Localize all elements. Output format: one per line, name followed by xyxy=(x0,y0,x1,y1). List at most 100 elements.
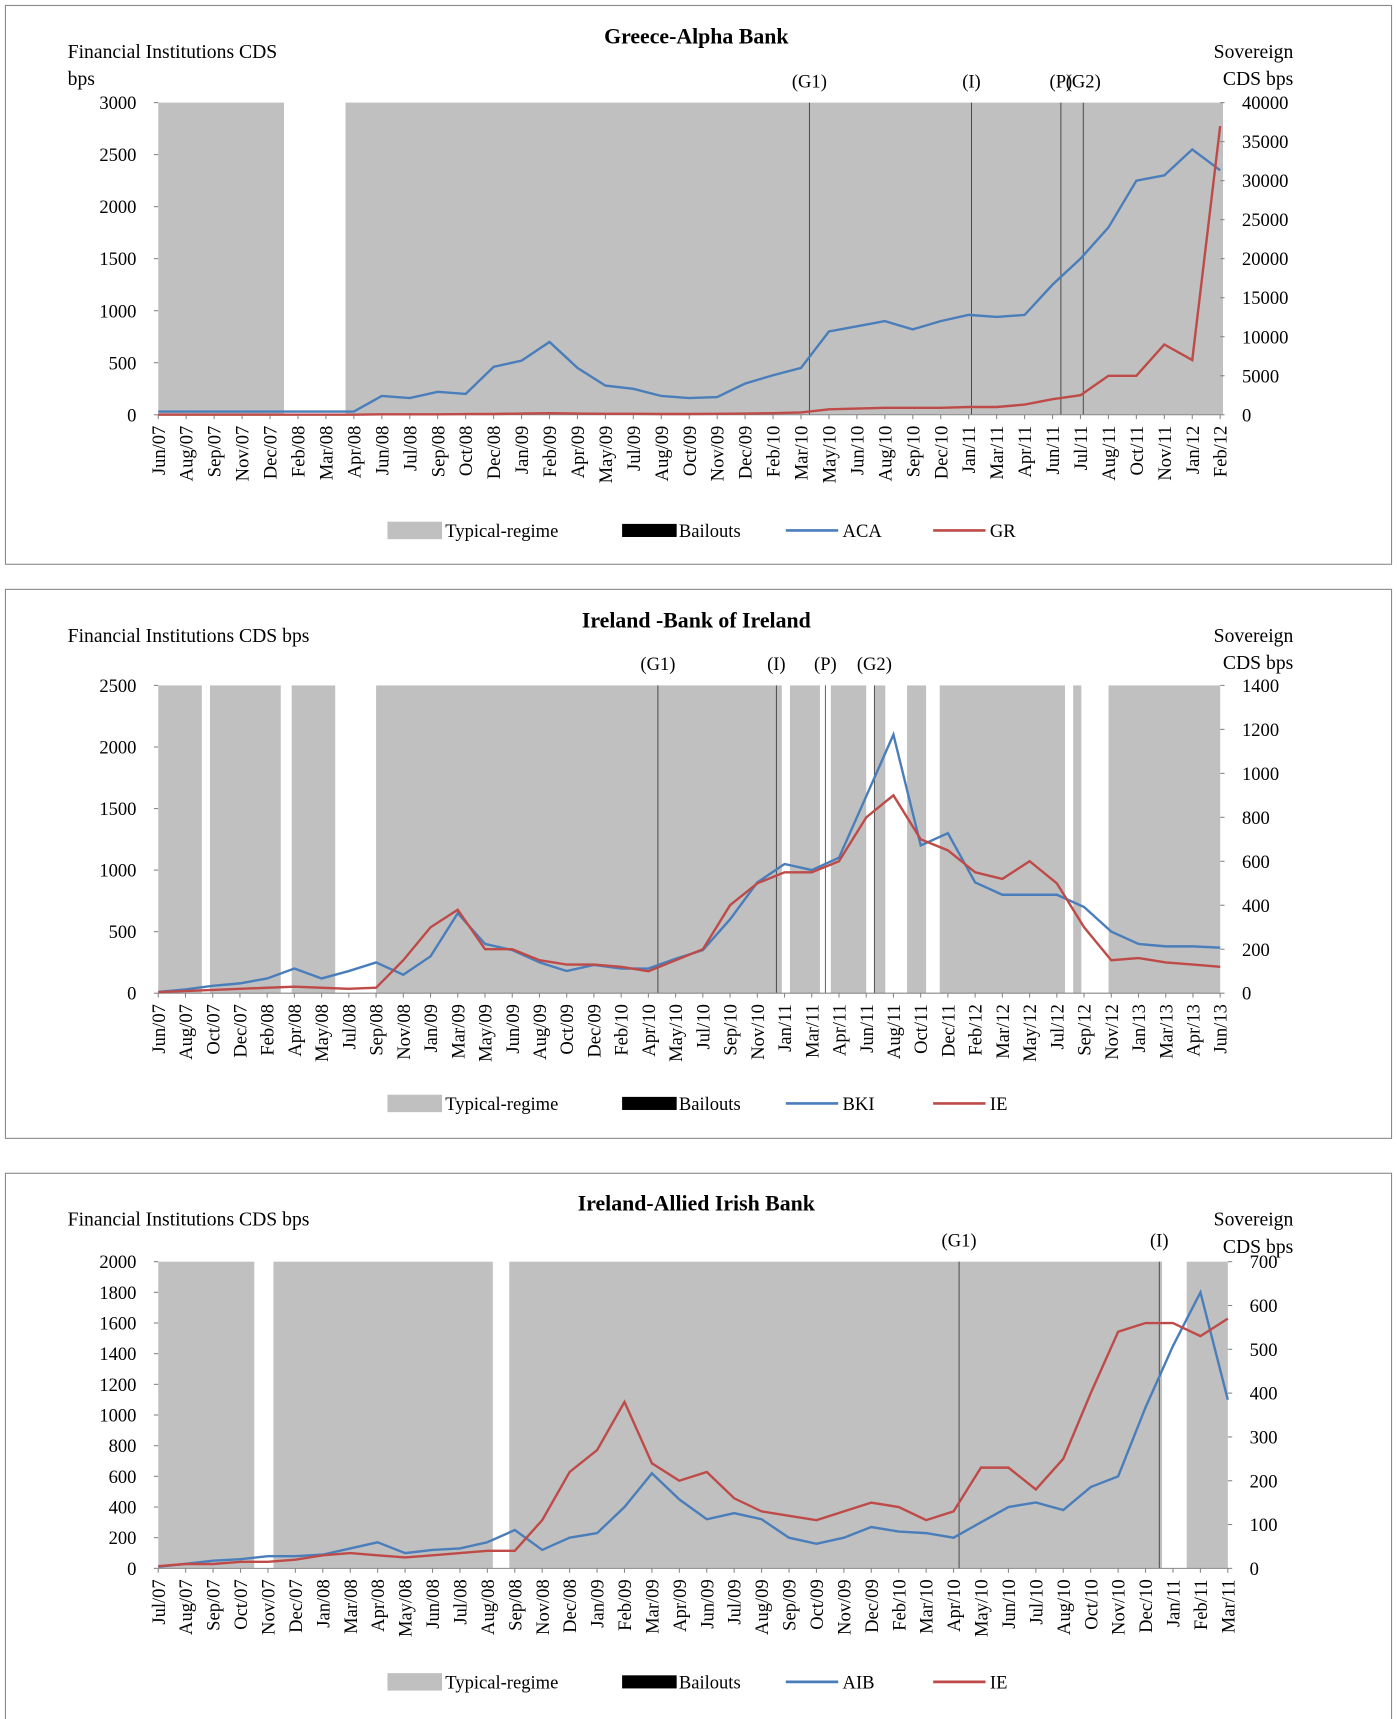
x-tick-label: Jul/08 xyxy=(450,1579,471,1624)
y2-tick-label: 100 xyxy=(1250,1515,1278,1536)
x-tick-label: May/10 xyxy=(972,1579,993,1637)
x-tick-label: Sep/09 xyxy=(780,1579,801,1631)
panel-frame xyxy=(4,4,1393,565)
y2-tick-label: 15000 xyxy=(1242,288,1288,309)
y2-tick-label: 10000 xyxy=(1242,327,1288,348)
y2-tick-label: 1400 xyxy=(1242,676,1279,697)
x-tick-label: Dec/09 xyxy=(584,1004,605,1058)
x-tick-label: Jun/09 xyxy=(503,1004,524,1053)
x-tick-label: Feb/12 xyxy=(966,1004,987,1056)
x-tick-label: Sep/08 xyxy=(367,1004,388,1056)
x-tick-label: Jun/10 xyxy=(847,426,868,475)
regime-span xyxy=(789,685,820,994)
chart-title: Greece-Alpha Bank xyxy=(604,25,789,49)
event-label: (P) xyxy=(1050,71,1073,92)
regime-span xyxy=(345,102,1223,415)
y2-tick-label: 35000 xyxy=(1242,132,1288,153)
x-tick-label: Apr/08 xyxy=(344,426,365,479)
y2-tick-label: 0 xyxy=(1250,1559,1259,1580)
y2-tick-label: 1200 xyxy=(1242,720,1279,741)
x-tick-label: Feb/10 xyxy=(889,1579,910,1631)
x-tick-label: Mar/08 xyxy=(341,1579,362,1634)
x-tick-label: May/09 xyxy=(596,426,617,484)
y-tick-label: 2000 xyxy=(99,1252,136,1273)
y2-tick-label: 600 xyxy=(1250,1296,1278,1317)
y2-axis-title: Sovereign CDS bps xyxy=(1213,40,1294,90)
regime-span xyxy=(273,1261,493,1569)
x-tick-label: Dec/08 xyxy=(484,426,505,480)
x-tick-label: Jan/09 xyxy=(512,426,533,474)
x-tick-label: Nov/07 xyxy=(259,1579,280,1635)
x-tick-label: Mar/09 xyxy=(642,1579,663,1634)
regime-span xyxy=(874,685,886,994)
y2-tick-label: 300 xyxy=(1250,1427,1278,1448)
x-tick-label: Jul/08 xyxy=(400,426,421,471)
regime-span xyxy=(1186,1261,1228,1569)
y-tick-label: 1000 xyxy=(99,1406,136,1427)
x-tick-label: Nov/12 xyxy=(1102,1004,1123,1060)
x-tick-label: May/10 xyxy=(666,1004,687,1062)
x-tick-label: Apr/09 xyxy=(568,426,589,479)
x-tick-label: Sep/07 xyxy=(205,426,226,478)
legend-label: Typical-regime xyxy=(445,1672,558,1693)
x-tick-label: Nov/07 xyxy=(233,426,254,482)
x-tick-label: Oct/09 xyxy=(680,426,701,476)
event-label: (G2) xyxy=(1066,71,1101,92)
x-tick-label: Jan/13 xyxy=(1129,1004,1150,1052)
x-tick-label: Aug/10 xyxy=(875,426,896,482)
y2-tick-label: 40000 xyxy=(1242,93,1288,114)
legend-swatch xyxy=(387,1094,443,1113)
x-tick-label: Apr/10 xyxy=(944,1579,965,1632)
x-tick-label: Mar/11 xyxy=(802,1004,823,1058)
x-tick-label: Feb/09 xyxy=(615,1579,636,1631)
x-tick-label: Jun/10 xyxy=(999,1579,1020,1628)
y2-tick-label: 400 xyxy=(1250,1384,1278,1405)
x-tick-label: Jul/11 xyxy=(1071,426,1092,471)
y2-tick-label: 0 xyxy=(1242,405,1251,426)
legend-label: IE xyxy=(990,1672,1008,1693)
y2-axis-title-box: Sovereign CDS bps xyxy=(1214,1208,1294,1257)
x-tick-label: Aug/07 xyxy=(177,426,198,482)
x-tick-label: Mar/11 xyxy=(987,426,1008,480)
y-tick-label: 600 xyxy=(109,1467,137,1488)
x-tick-label: Sep/08 xyxy=(428,426,449,478)
y2-tick-label: 25000 xyxy=(1242,210,1288,231)
y-tick-label: 400 xyxy=(109,1498,137,1519)
x-tick-label: Sep/12 xyxy=(1075,1004,1096,1056)
x-tick-label: Jul/10 xyxy=(1026,1579,1047,1624)
x-tick-label: Mar/12 xyxy=(993,1004,1014,1059)
series-line xyxy=(158,125,1222,416)
event-label: (G1) xyxy=(942,1230,977,1251)
event-label: (P) xyxy=(814,654,837,675)
legend-label: ACA xyxy=(843,521,883,542)
x-tick-label: Jul/08 xyxy=(339,1004,360,1049)
x-tick-label: Jan/11 xyxy=(775,1004,796,1052)
x-tick-label: Aug/09 xyxy=(652,426,673,482)
x-tick-label: Mar/13 xyxy=(1156,1004,1177,1059)
y-tick-label: 500 xyxy=(109,353,137,374)
x-tick-label: May/10 xyxy=(820,426,841,484)
x-tick-label: Oct/10 xyxy=(1081,1579,1102,1629)
x-tick-label: Oct/09 xyxy=(557,1004,578,1054)
y-tick-label: 1000 xyxy=(99,861,136,882)
y2-tick-label: 500 xyxy=(1250,1340,1278,1361)
legend-swatch xyxy=(387,521,443,540)
x-tick-label: Apr/11 xyxy=(830,1004,851,1056)
x-tick-label: Sep/10 xyxy=(721,1004,742,1056)
y-tick-label: 800 xyxy=(109,1436,137,1457)
x-tick-label: Oct/11 xyxy=(1127,426,1148,476)
x-tick-label: Jun/11 xyxy=(857,1004,878,1053)
x-tick-label: Dec/10 xyxy=(931,426,952,480)
y-tick-label: 500 xyxy=(109,922,137,943)
y2-tick-label: 800 xyxy=(1242,808,1270,829)
x-tick-label: Feb/08 xyxy=(258,1004,279,1056)
x-tick-label: Jun/09 xyxy=(697,1579,718,1628)
x-tick-label: Sep/08 xyxy=(505,1579,526,1631)
x-tick-label: Mar/10 xyxy=(792,426,813,481)
x-tick-label: Aug/09 xyxy=(530,1004,551,1060)
x-tick-label: Jan/08 xyxy=(313,1579,334,1627)
y2-tick-label: 200 xyxy=(1250,1471,1278,1492)
x-tick-label: Aug/10 xyxy=(1054,1579,1075,1635)
x-tick-label: Oct/11 xyxy=(911,1004,932,1054)
